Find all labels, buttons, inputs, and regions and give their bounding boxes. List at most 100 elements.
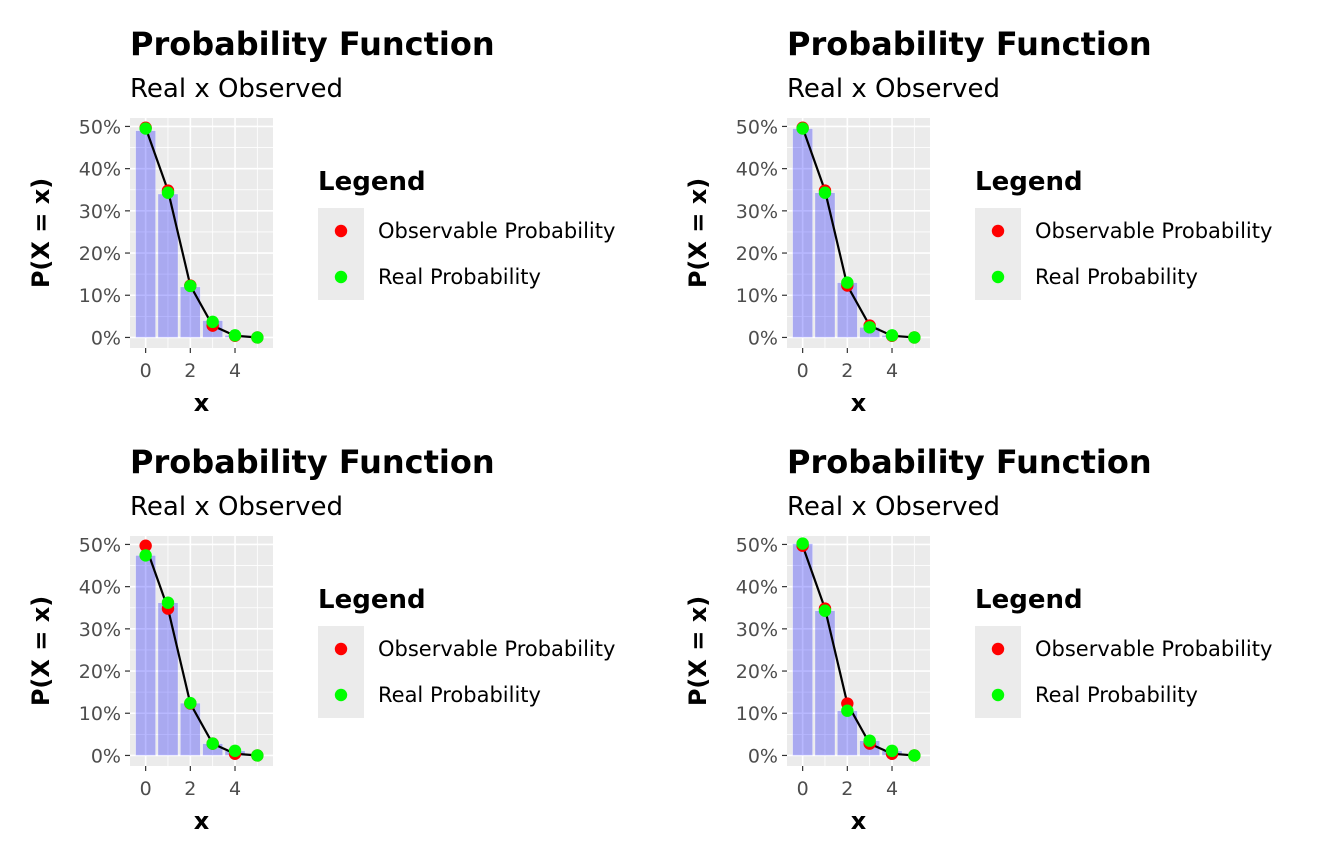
x-tick-label: 2: [184, 360, 196, 382]
legend-label: Observable Probability: [1035, 637, 1272, 661]
chart-panel-3: Probability Function Real x Observed 0% 10%…: [27, 443, 615, 835]
y-tick-label: 10%: [79, 285, 121, 307]
chart-panel-2: Probability Function Real x Observed 0% 10%…: [684, 25, 1272, 417]
x-tick-label: 0: [797, 778, 809, 800]
y-tick-label: 40%: [736, 577, 778, 599]
y-tick-label: 20%: [79, 243, 121, 265]
chart-subtitle: Real x Observed: [130, 492, 343, 522]
legend-label: Real Probability: [378, 265, 541, 289]
bar-x-0: [792, 128, 813, 338]
y-tick-label: 50%: [736, 116, 778, 138]
point-real-x-5: [251, 749, 264, 762]
legend-title: Legend: [318, 167, 426, 197]
legend-key-dot: [334, 642, 348, 656]
x-axis-title: x: [851, 389, 867, 417]
y-tick-label: 30%: [79, 619, 121, 641]
point-observable-x-0: [139, 539, 152, 552]
gridlines: [787, 118, 930, 348]
legend-label: Real Probability: [378, 683, 541, 707]
legend-title: Legend: [318, 585, 426, 615]
chart-panel-4: Probability Function Real x Observed 0% 10%…: [684, 443, 1272, 835]
y-tick-label: 0%: [748, 745, 778, 767]
chart-subtitle: Real x Observed: [787, 492, 1000, 522]
bar-x-0: [792, 543, 813, 756]
series-real: [139, 122, 264, 344]
y-tick-label: 30%: [736, 619, 778, 641]
point-real-x-1: [161, 596, 175, 609]
series-real: [139, 549, 264, 762]
legend-key-dot: [991, 224, 1005, 238]
y-axis-title: P(X = x): [27, 596, 55, 706]
chart-subtitle: Real x Observed: [130, 74, 343, 104]
y-axis-title: P(X = x): [684, 596, 712, 706]
point-real-x-4: [228, 329, 242, 342]
point-real-x-4: [885, 744, 899, 758]
chart-title: Probability Function: [787, 443, 1152, 481]
bar-x-0: [135, 555, 156, 756]
legend-label: Real Probability: [1035, 683, 1198, 707]
legend: Legend Observable Probability Real Probabi…: [318, 585, 615, 718]
x-tick-label: 4: [229, 360, 241, 382]
bar-x-2: [179, 702, 201, 756]
point-real-x-3: [206, 737, 219, 750]
legend-title: Legend: [975, 585, 1083, 615]
legend-label: Real Probability: [1035, 265, 1198, 289]
point-real-x-3: [206, 315, 219, 329]
x-axis-title: x: [194, 389, 210, 417]
y-tick-label: 40%: [79, 159, 121, 181]
point-real-x-5: [251, 331, 264, 344]
x-tick-label: 0: [797, 360, 809, 382]
legend: Legend Observable Probability Real Probabi…: [318, 167, 615, 300]
point-real-x-5: [908, 749, 921, 762]
y-tick-label: 40%: [736, 159, 778, 181]
plot-panel: [130, 118, 273, 348]
point-real-x-2: [841, 276, 854, 289]
point-real-x-0: [796, 122, 809, 135]
y-tick-label: 20%: [736, 661, 778, 683]
plot-panel: [787, 118, 930, 348]
point-real-x-3: [863, 734, 876, 747]
series-real: [796, 122, 921, 344]
bar-x-1: [157, 193, 179, 338]
y-tick-label: 30%: [736, 201, 778, 223]
gridlines: [787, 536, 930, 766]
bar-x-1: [814, 610, 836, 756]
point-real-x-0: [139, 122, 152, 135]
y-tick-label: 0%: [91, 327, 121, 349]
legend-title: Legend: [975, 167, 1083, 197]
point-real-x-1: [818, 186, 832, 199]
point-real-x-4: [885, 329, 899, 342]
x-axis-title: x: [194, 807, 210, 835]
gridlines: [130, 118, 273, 348]
legend-key-dot: [334, 224, 348, 238]
plot-panel: [130, 536, 273, 766]
legend: Legend Observable Probability Real Probabi…: [975, 167, 1272, 300]
bar-x-2: [179, 286, 201, 338]
y-tick-label: 10%: [736, 703, 778, 725]
y-tick-label: 50%: [79, 534, 121, 556]
y-tick-label: 30%: [79, 201, 121, 223]
y-tick-label: 20%: [79, 661, 121, 683]
chart-title: Probability Function: [130, 443, 495, 481]
x-axis-title: x: [851, 807, 867, 835]
point-real-x-1: [818, 604, 832, 617]
bar-x-1: [814, 192, 836, 338]
x-tick-label: 4: [229, 778, 241, 800]
y-tick-label: 50%: [736, 534, 778, 556]
y-tick-label: 10%: [79, 703, 121, 725]
x-tick-label: 4: [886, 360, 898, 382]
legend-key-dot: [991, 642, 1005, 656]
y-tick-label: 40%: [79, 577, 121, 599]
chart-title: Probability Function: [130, 25, 495, 63]
bar-x-1: [157, 602, 179, 756]
legend-label: Observable Probability: [1035, 219, 1272, 243]
legend-key-dot: [334, 270, 348, 284]
y-tick-label: 0%: [91, 745, 121, 767]
chart-panel-1: Probability Function Real x Observed 0% 10%…: [27, 25, 615, 417]
point-real-x-1: [161, 186, 175, 199]
x-tick-label: 0: [140, 778, 152, 800]
x-tick-label: 0: [140, 360, 152, 382]
chart-subtitle: Real x Observed: [787, 74, 1000, 104]
point-real-x-0: [139, 549, 152, 562]
